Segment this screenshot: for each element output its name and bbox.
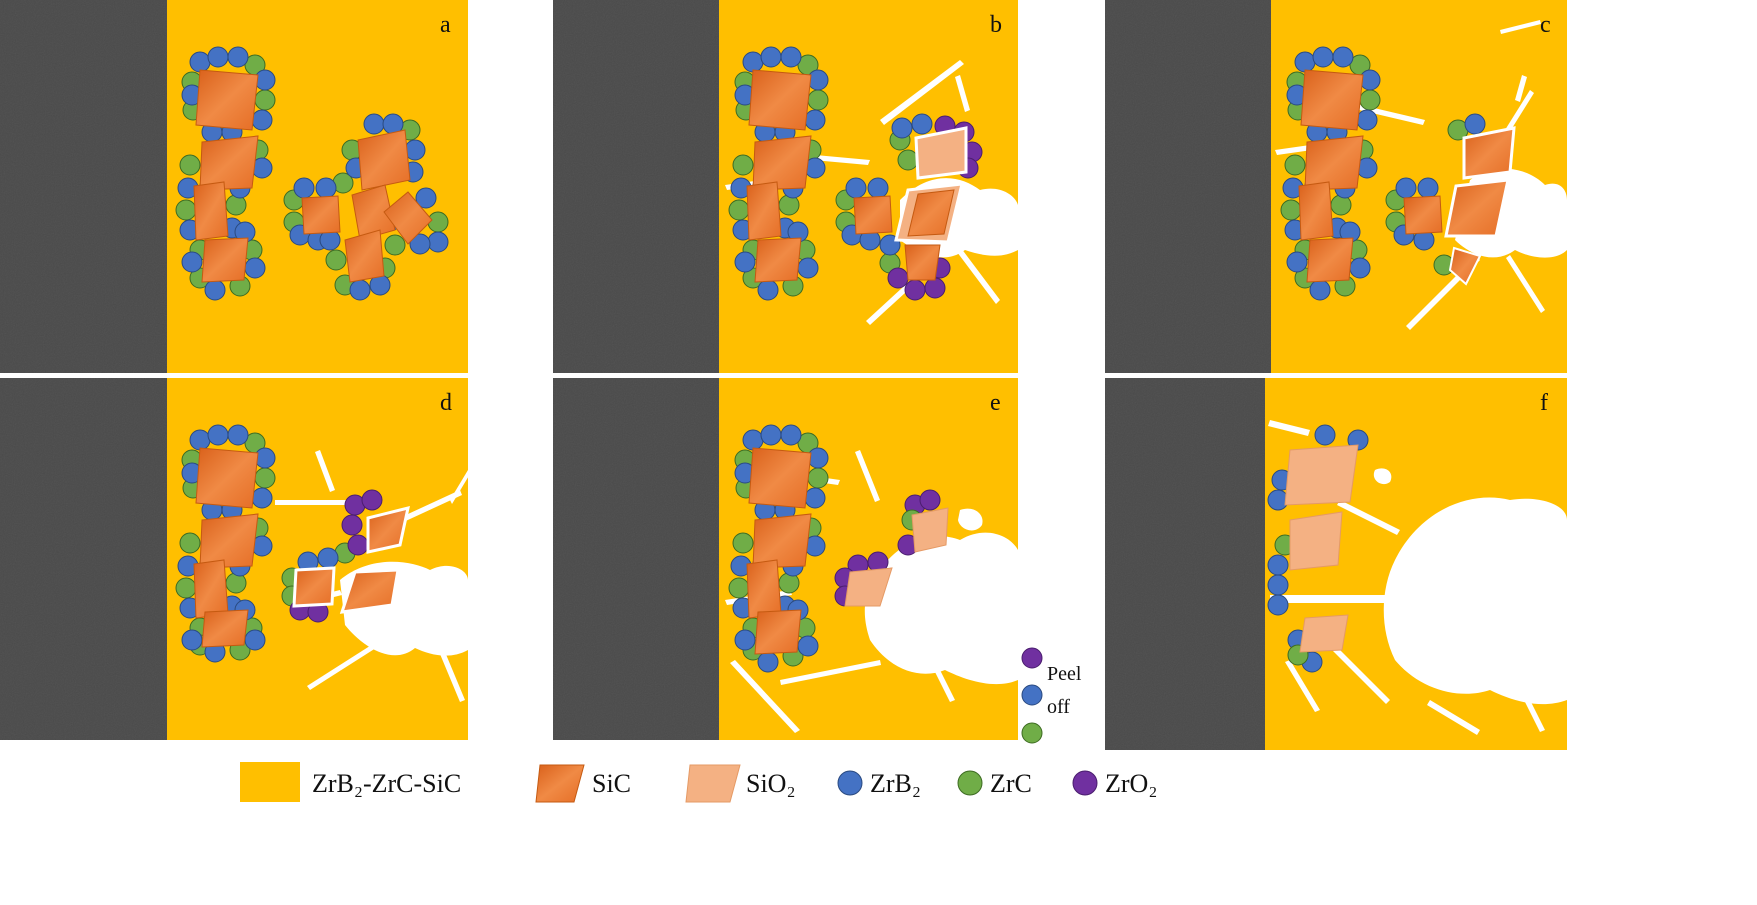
legend-item-zrb2: ZrB₂	[837, 769, 921, 798]
sic-cluster	[834, 489, 949, 607]
legend-swatch	[240, 762, 300, 802]
sic-cluster	[835, 113, 983, 301]
panel-label: b	[990, 12, 1002, 38]
sic-column	[175, 424, 276, 663]
panel-f: f	[1105, 378, 1567, 750]
panel-label: c	[1540, 12, 1551, 38]
legend-swatch	[685, 764, 741, 803]
legend-label: SiO₂	[746, 769, 796, 798]
sic-cluster	[283, 113, 449, 301]
panel-label: f	[1540, 390, 1548, 416]
legend-item-sio2: SiO₂	[685, 764, 796, 803]
legend-item-zrc: ZrC	[957, 769, 1032, 798]
panel-a: a	[0, 0, 468, 373]
zrc-particle	[1021, 722, 1043, 744]
legend-swatch	[535, 764, 585, 803]
legend-swatch	[837, 770, 863, 796]
sic-cluster	[281, 489, 410, 623]
legend-swatch	[1072, 770, 1098, 796]
panel-label: e	[990, 390, 1001, 416]
sic-column	[728, 46, 829, 301]
legend-label: ZrO₂	[1105, 769, 1157, 798]
off-label: off	[1047, 696, 1070, 718]
legend-label: ZrB₂	[870, 769, 921, 798]
panel-e: e	[553, 378, 1082, 744]
peel-label: Peel	[1047, 663, 1082, 685]
ablation-zone	[1268, 420, 1567, 735]
panel-label: a	[440, 12, 451, 38]
legend-item-zro2: ZrO₂	[1072, 769, 1157, 798]
legend: ZrB₂-ZrC-SiC SiC SiO₂ ZrB₂ ZrC ZrO₂	[240, 762, 1157, 803]
sic-cluster	[1385, 113, 1516, 286]
sic-column	[1280, 46, 1381, 301]
legend-item-matrix: ZrB₂-ZrC-SiC	[240, 762, 461, 802]
peel-off-indicator: Peel off	[1021, 647, 1082, 744]
legend-label: ZrB₂-ZrC-SiC	[312, 769, 461, 798]
panel-c: c	[1105, 0, 1567, 373]
zro2-particle	[1021, 647, 1043, 669]
legend-swatch	[957, 770, 983, 796]
legend-label: ZrC	[990, 769, 1032, 798]
sic-column	[175, 46, 276, 301]
sic-column	[728, 424, 829, 673]
panel-label: d	[440, 390, 452, 416]
sic-column-remnant	[1267, 424, 1369, 673]
panel-d: d	[0, 378, 470, 740]
zrb2-particle	[1021, 684, 1043, 706]
panel-b: b	[553, 0, 1018, 373]
legend-item-sic: SiC	[535, 764, 631, 803]
legend-label: SiC	[592, 769, 631, 798]
